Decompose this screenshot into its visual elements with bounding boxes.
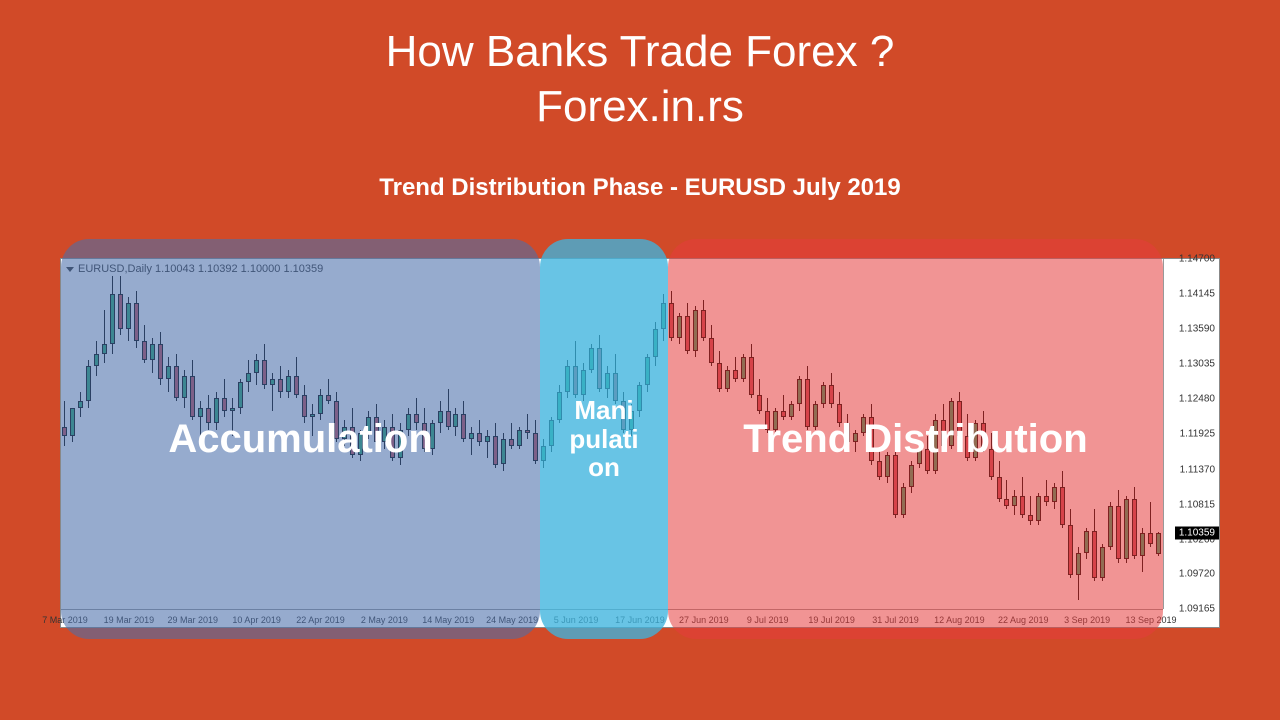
zone-distribution-label: Trend Distribution [743,417,1087,461]
y-tick: 1.10815 [1179,499,1215,510]
subtitle: Trend Distribution Phase - EURUSD July 2… [0,174,1280,202]
title-line-1: How Banks Trade Forex ? [0,24,1280,79]
y-tick: 1.13035 [1179,359,1215,370]
zone-accumulation: Accumulation [61,239,540,639]
zone-distribution: Trend Distribution [668,239,1163,639]
zone-manipulation-label: Manipulation [563,396,644,482]
y-axis: 1.147001.141451.135901.130351.124801.119… [1163,259,1219,609]
y-tick: 1.11925 [1180,429,1215,440]
y-tick: 1.11370 [1180,464,1215,475]
y-tick: 1.14145 [1179,289,1215,300]
y-tick: 1.09165 [1179,604,1215,615]
y-tick: 1.09720 [1179,568,1215,579]
title-line-2: Forex.in.rs [0,79,1280,134]
y-tick: 1.12480 [1179,394,1215,405]
last-price-tag: 1.10359 [1175,527,1219,540]
candlestick-chart: EURUSD,Daily 1.10043 1.10392 1.10000 1.1… [60,258,1220,628]
y-tick: 1.13590 [1179,324,1215,335]
y-tick: 1.14700 [1179,254,1215,265]
title-block: How Banks Trade Forex ? Forex.in.rs Tren… [0,0,1280,202]
zone-manipulation: Manipulation [540,239,668,639]
zone-accumulation-label: Accumulation [168,417,432,461]
